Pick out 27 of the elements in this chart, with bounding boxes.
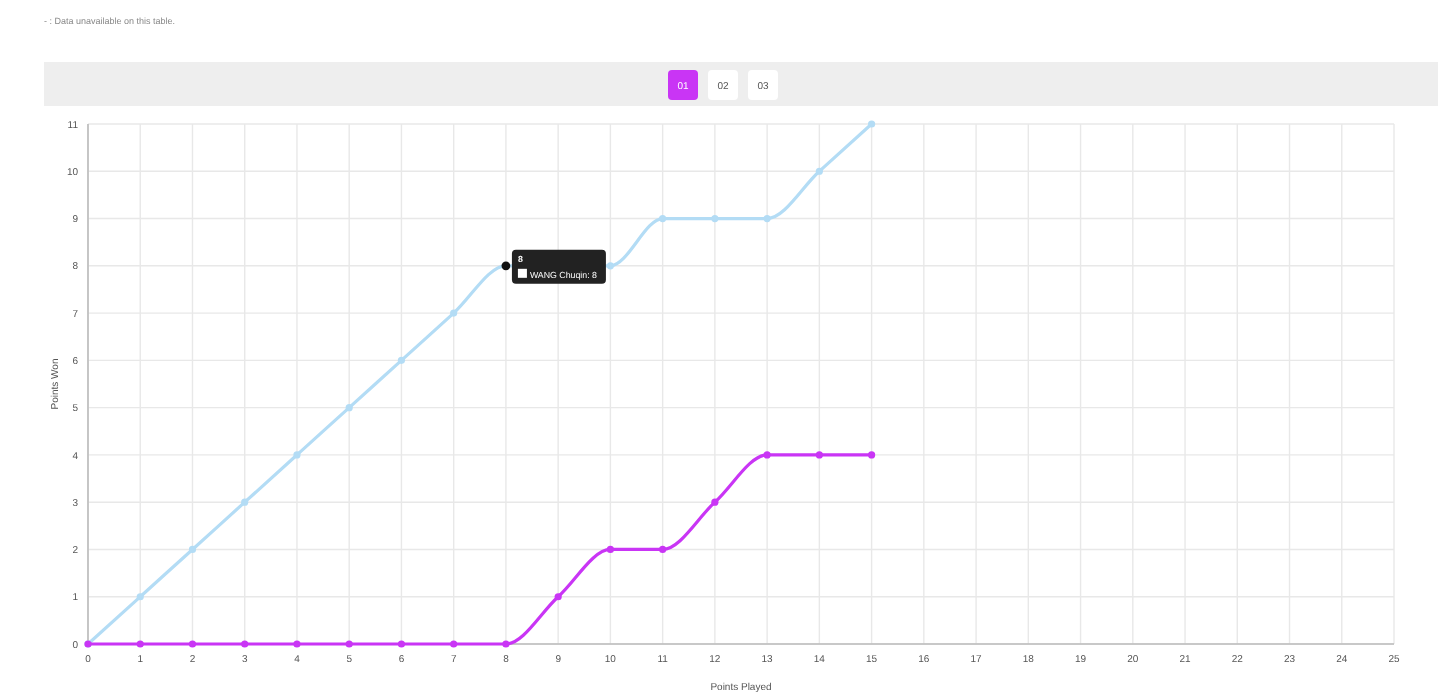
point	[659, 545, 667, 554]
point	[450, 309, 458, 317]
point	[188, 640, 197, 648]
point	[659, 214, 667, 223]
point	[711, 498, 719, 506]
point	[345, 404, 353, 412]
point	[815, 167, 823, 175]
point	[136, 640, 144, 648]
point	[606, 545, 614, 554]
point	[293, 451, 301, 459]
point	[397, 356, 406, 364]
point	[606, 262, 614, 270]
point	[763, 214, 771, 223]
point	[450, 640, 458, 648]
point	[136, 593, 144, 601]
point	[188, 545, 197, 554]
point	[763, 451, 771, 459]
point	[293, 640, 301, 648]
point	[241, 640, 249, 648]
point	[397, 640, 406, 648]
point	[345, 640, 353, 648]
point	[554, 593, 562, 601]
point	[815, 451, 823, 459]
point	[502, 640, 510, 648]
point	[241, 498, 249, 506]
point	[868, 120, 876, 128]
point	[868, 451, 876, 459]
